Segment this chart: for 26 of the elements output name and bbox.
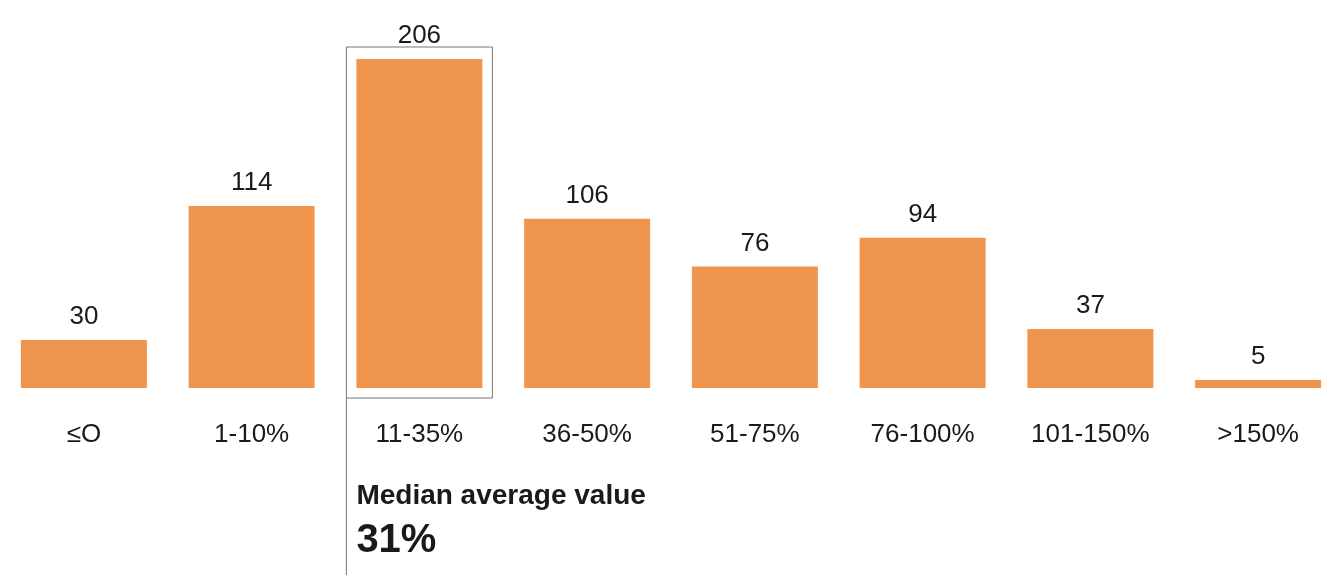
data-label: 206 (397, 19, 442, 49)
bar (524, 218, 651, 388)
x-tick-label: >150% (1217, 418, 1299, 448)
text: Median average value (356, 478, 646, 510)
x-tick-label: 101-150% (1031, 418, 1150, 448)
bar (691, 266, 818, 388)
x-tick-label: 36-50% (542, 418, 632, 448)
x-tick-label: 51-75% (710, 418, 800, 448)
data-label: 37 (1075, 288, 1105, 319)
data-label: 30 (69, 300, 99, 331)
data-label: 114 (230, 165, 273, 196)
data-label: 106 (565, 178, 609, 209)
bar (20, 340, 147, 388)
data-label: 76 (740, 226, 770, 257)
text: 31% (356, 516, 437, 560)
x-tick-label: 1-10% (214, 418, 290, 448)
x-tick-label: 76-100% (870, 418, 975, 448)
bar (1195, 380, 1322, 388)
data-label: 94 (908, 197, 938, 228)
bar (859, 237, 986, 388)
bar (356, 59, 483, 388)
bar (1027, 328, 1154, 388)
bar (188, 205, 315, 388)
data-label: 5 (1250, 340, 1266, 371)
x-tick-label: 11-35% (375, 418, 464, 448)
x-tick-label: ≤O (66, 418, 102, 448)
